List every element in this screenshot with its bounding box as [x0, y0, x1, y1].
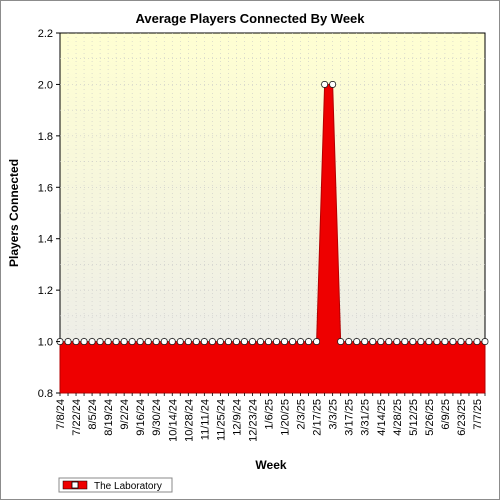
data-point: 2/3/25: 1 [297, 338, 304, 345]
data-point: 1/27/25: 1 [289, 338, 296, 345]
y-tick-label: 0.8 [38, 388, 53, 400]
data-point: 9/2/24: 1 [120, 338, 128, 345]
x-tick-label: 7/7/25 [472, 399, 484, 430]
x-tick-label: 4/28/25 [392, 399, 404, 436]
data-point: 11/4/24: 1 [192, 338, 200, 345]
data-point: 5/5/25: 1 [401, 338, 409, 345]
x-axis-label: Week [255, 458, 286, 472]
x-tick-label: 8/19/24 [103, 399, 115, 436]
x-tick-label: 9/2/24 [119, 399, 131, 430]
data-point: 3/3/25: 2 [329, 81, 337, 88]
data-point: 2/24/25: 2 [321, 81, 329, 88]
x-tick-label: 2/17/25 [312, 399, 324, 436]
y-tick-label: 1.2 [38, 285, 53, 297]
data-point: 10/7/24: 1 [160, 338, 168, 345]
x-tick-label: 2/3/25 [296, 399, 308, 430]
data-point: 3/10/25: 1 [337, 338, 345, 345]
x-tick-label: 9/30/24 [151, 399, 163, 436]
data-point: 8/26/24: 1 [112, 338, 120, 345]
data-point: 12/16/24: 1 [241, 338, 248, 345]
data-point: 3/24/25: 1 [353, 338, 361, 345]
data-point: 4/28/25: 1 [393, 338, 401, 345]
x-tick-label: 7/22/24 [71, 399, 83, 436]
x-tick-label: 4/14/25 [376, 399, 388, 436]
x-tick-label: 12/23/24 [247, 399, 259, 442]
data-point: 8/19/24: 1 [104, 338, 112, 345]
x-tick-label: 10/14/24 [167, 399, 179, 442]
x-tick-label: 10/28/24 [183, 399, 195, 442]
data-point: 3/17/25: 1 [345, 338, 353, 345]
data-point: 9/16/24: 1 [136, 338, 144, 345]
data-point: 4/14/25: 1 [377, 338, 385, 345]
data-point: 8/5/24: 1 [88, 338, 96, 345]
data-point: 2/17/25: 1 [313, 338, 321, 345]
data-point: 6/9/25: 1 [441, 338, 449, 345]
x-axis: 7/8/24 7/22/24 8/5/24 8/19/24 9/2/24 9/16/24 9… [55, 393, 486, 442]
data-point: 10/14/24: 1 [168, 338, 176, 345]
legend-marker-icon [71, 481, 79, 489]
x-tick-label: 1/20/25 [280, 399, 292, 436]
data-point: 7/15/24: 1 [64, 338, 72, 345]
data-point: 6/16/25: 1 [449, 338, 457, 345]
x-tick-label: 3/31/25 [360, 399, 372, 436]
data-point: 9/30/24: 1 [152, 338, 160, 345]
data-point: 6/23/25: 1 [457, 338, 465, 345]
data-point: 9/23/24: 1 [144, 338, 152, 345]
y-tick-label: 1.8 [38, 131, 53, 143]
x-tick-label: 5/26/25 [424, 399, 436, 436]
x-tick-label: 6/9/25 [440, 399, 452, 430]
data-point: 6/30/25: 1 [465, 338, 473, 345]
data-point: 1/6/25: 1 [265, 338, 272, 345]
data-point: 7/7/25: 1 [473, 338, 481, 345]
data-point: 7/29/24: 1 [80, 338, 88, 345]
x-tick-label: 3/3/25 [328, 399, 340, 430]
y-axis-label: Players Connected [7, 159, 21, 267]
x-tick-label: 1/6/25 [263, 399, 275, 430]
chart-title: Average Players Connected By Week [135, 11, 365, 26]
data-point: 5/26/25: 1 [425, 338, 433, 345]
data-point: 4/7/25: 1 [369, 338, 377, 345]
data-point: 12/23/24: 1 [249, 338, 256, 345]
data-point: 4/21/25: 1 [385, 338, 393, 345]
x-tick-label: 3/17/25 [344, 399, 356, 436]
x-tick-label: 6/23/25 [456, 399, 468, 436]
data-point: 8/12/24: 1 [96, 338, 104, 345]
data-point: 11/25/24: 1 [216, 338, 224, 345]
data-point: 12/9/24: 1 [233, 338, 240, 345]
data-point: 12/30/24: 1 [257, 338, 264, 345]
y-tick-label: 1.4 [38, 234, 53, 246]
y-tick-label: 1.6 [38, 182, 53, 194]
data-point: 7/14/25: 1 [481, 338, 489, 345]
x-tick-label: 11/25/24 [215, 399, 227, 441]
x-tick-label: 9/16/24 [135, 399, 147, 436]
legend: The Laboratory [58, 477, 173, 493]
legend-label: The Laboratory [94, 481, 162, 492]
x-tick-label: 7/8/24 [55, 399, 67, 430]
data-point: 5/12/25: 1 [409, 338, 417, 345]
x-tick-label: 11/11/24 [199, 399, 211, 440]
data-point: 1/20/25: 1 [281, 338, 288, 345]
y-tick-label: 2.0 [38, 79, 53, 91]
data-point: 1/13/25: 1 [273, 338, 280, 345]
data-point: 11/11/24: 1 [200, 338, 208, 345]
y-axis: 0.8 1.0 1.2 1.4 1.6 1.8 2.0 2.2 [38, 28, 60, 400]
x-tick-label: 8/5/24 [87, 399, 99, 430]
data-point: 5/19/25: 1 [417, 338, 425, 345]
data-point: 7/22/24: 1 [72, 338, 80, 345]
data-point: 12/2/24: 1 [224, 338, 232, 345]
x-tick-label: 5/12/25 [408, 399, 420, 436]
y-tick-label: 2.2 [38, 28, 53, 40]
data-point: 3/31/25: 1 [361, 338, 369, 345]
data-point: 2/10/25: 1 [305, 338, 312, 345]
data-point: 6/2/25: 1 [433, 338, 441, 345]
data-point: 10/21/24: 1 [176, 338, 184, 345]
x-tick-label: 12/9/24 [231, 399, 243, 436]
data-point: 10/28/24: 1 [184, 338, 192, 345]
data-point: 11/18/24: 1 [208, 338, 216, 345]
area-layer: 7/8/24: 17/15/24: 17/22/24: 17/29/24: 18… [56, 81, 489, 394]
data-point: 9/9/24: 1 [128, 338, 136, 345]
y-tick-label: 1.0 [38, 337, 53, 349]
